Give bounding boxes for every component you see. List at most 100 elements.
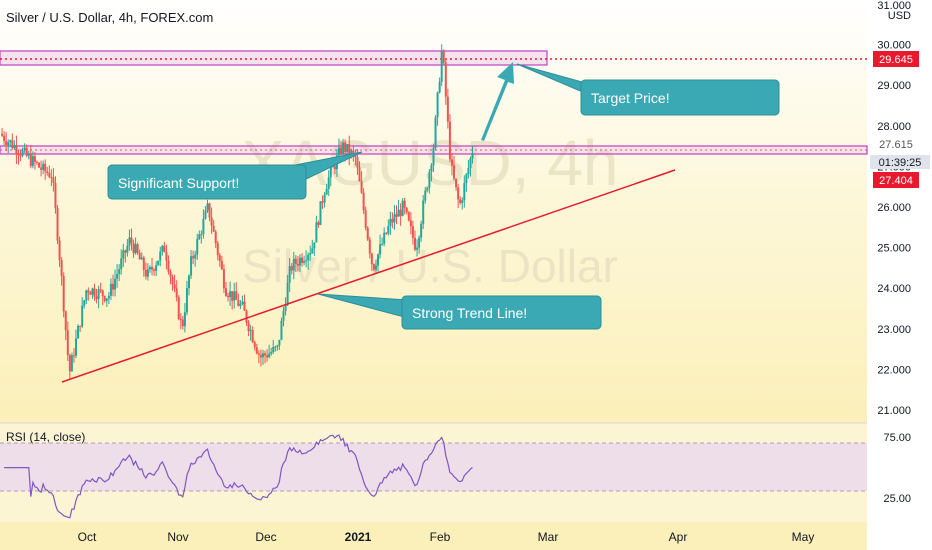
candle-body bbox=[385, 232, 388, 234]
candle-body bbox=[3, 135, 6, 142]
candle-body bbox=[126, 245, 129, 253]
candle-body bbox=[300, 257, 303, 263]
candle-body bbox=[430, 165, 433, 172]
candle-body bbox=[192, 256, 195, 259]
candle-body bbox=[286, 282, 289, 306]
price-tick-label: 24.000 bbox=[877, 283, 911, 295]
candle-body bbox=[116, 273, 119, 279]
target-arrow[interactable] bbox=[481, 62, 514, 141]
candle-body bbox=[329, 167, 332, 178]
candle-body bbox=[72, 355, 75, 357]
candle-body bbox=[107, 295, 110, 299]
candle-body bbox=[148, 267, 151, 270]
candle-body bbox=[270, 352, 273, 354]
candle-body bbox=[268, 353, 271, 358]
candle-body bbox=[9, 140, 12, 143]
candle-body bbox=[198, 234, 201, 240]
candle-body bbox=[321, 201, 324, 203]
significant-support-callout[interactable]: Significant Support! bbox=[107, 151, 363, 200]
marker-background bbox=[873, 51, 919, 67]
candle-body bbox=[422, 200, 425, 224]
candle-body bbox=[128, 237, 131, 246]
candle-body bbox=[288, 266, 291, 283]
candle-body bbox=[167, 260, 170, 272]
price-tick-label: 26.000 bbox=[877, 202, 911, 214]
marker-label: 27.404 bbox=[879, 175, 913, 187]
candle-body bbox=[418, 237, 421, 248]
candle-body bbox=[194, 254, 197, 259]
marker-background bbox=[873, 172, 919, 188]
candle-body bbox=[183, 312, 186, 327]
symbol-title[interactable]: Silver / U.S. Dollar, 4h, FOREX.com bbox=[6, 10, 213, 25]
candle-body bbox=[233, 291, 236, 301]
candle-body bbox=[25, 147, 28, 156]
candle-body bbox=[42, 163, 45, 170]
candle-body bbox=[337, 147, 340, 156]
time-axis-background[interactable] bbox=[0, 522, 867, 550]
candle-body bbox=[210, 217, 213, 226]
candle-body bbox=[434, 117, 437, 149]
current-price-marker: 27.404 bbox=[873, 172, 919, 188]
candle-body bbox=[251, 330, 254, 343]
trend-line[interactable] bbox=[61, 169, 676, 383]
candle-body bbox=[169, 271, 172, 277]
price-axis-background[interactable] bbox=[867, 0, 932, 550]
candle-body bbox=[177, 297, 180, 320]
target-price-callout[interactable]: Target Price! bbox=[516, 63, 780, 116]
candle-body bbox=[383, 232, 386, 244]
candle-body bbox=[340, 147, 343, 155]
candle-body bbox=[438, 81, 441, 93]
candle-body bbox=[58, 240, 61, 260]
candle-body bbox=[461, 200, 464, 204]
time-tick-label: Dec bbox=[255, 530, 276, 544]
candle-body bbox=[134, 244, 137, 254]
price-tick-label: 21.000 bbox=[877, 405, 911, 417]
callout-box bbox=[107, 164, 307, 200]
candle-body bbox=[99, 289, 102, 291]
time-tick-label: 2021 bbox=[345, 530, 372, 544]
time-tick-label: Nov bbox=[167, 530, 188, 544]
candle-body bbox=[366, 227, 369, 240]
candle-body bbox=[237, 299, 240, 306]
candle-body bbox=[15, 145, 18, 155]
candle-body bbox=[407, 212, 410, 221]
candle-body bbox=[44, 163, 47, 172]
candle-body bbox=[266, 355, 269, 358]
candle-body bbox=[132, 243, 135, 254]
candle-body bbox=[19, 154, 22, 156]
candle-body bbox=[280, 320, 283, 340]
strong-trend-line-callout[interactable]: Strong Trend Line! bbox=[317, 293, 602, 330]
candle-body bbox=[206, 203, 209, 211]
candle-body bbox=[395, 214, 398, 217]
candle-body bbox=[13, 145, 16, 149]
candle-body bbox=[35, 161, 38, 163]
candle-body bbox=[179, 319, 182, 321]
candle-body bbox=[87, 290, 90, 293]
time-tick-label: May bbox=[792, 530, 815, 544]
candle-body bbox=[255, 347, 258, 354]
candle-body bbox=[214, 231, 217, 244]
candle-body bbox=[120, 258, 123, 270]
candle-body bbox=[97, 289, 100, 299]
candle-body bbox=[455, 178, 458, 188]
candle-body bbox=[416, 247, 419, 250]
time-tick-label: Oct bbox=[78, 530, 97, 544]
candle-body bbox=[212, 225, 215, 232]
candle-body bbox=[146, 269, 149, 277]
candle-body bbox=[358, 167, 361, 182]
candle-body bbox=[377, 254, 380, 266]
candle-body bbox=[161, 245, 164, 252]
rsi-lower-label: 25.00 bbox=[883, 493, 911, 505]
candle-body bbox=[75, 338, 78, 356]
resistance-zone[interactable] bbox=[0, 50, 548, 66]
rsi-title[interactable]: RSI (14, close) bbox=[6, 430, 85, 444]
callout-box bbox=[401, 295, 602, 330]
candle-body bbox=[331, 166, 334, 168]
price-axis-ticks: 30.00029.00028.00027.00026.00025.00024.0… bbox=[877, 40, 911, 417]
rsi-band bbox=[0, 443, 867, 491]
time-tick-label: Mar bbox=[538, 530, 559, 544]
candle-body bbox=[317, 222, 320, 225]
candlestick-series bbox=[1, 44, 474, 380]
candle-body bbox=[391, 218, 394, 223]
